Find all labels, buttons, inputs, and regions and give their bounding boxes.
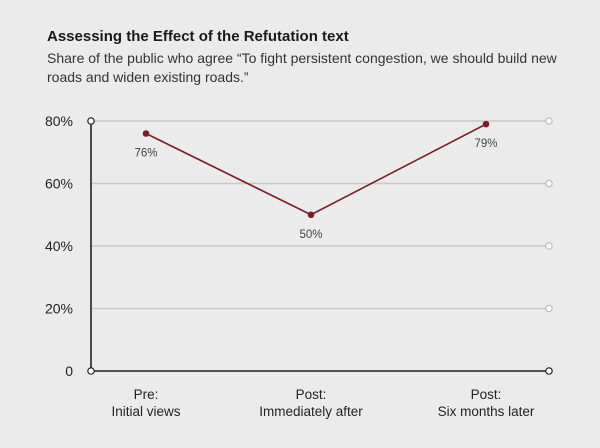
x-tick-label: Initial views [111, 404, 180, 419]
right-axis-marker [545, 304, 553, 313]
data-point [142, 130, 150, 137]
data-label: 79% [474, 138, 497, 150]
x-tick-label: Post: [471, 387, 502, 402]
line-layer [142, 120, 490, 219]
x-tick-label: Pre: [134, 387, 159, 402]
series-line [145, 123, 487, 216]
right-axis-marker [545, 179, 553, 188]
chart-title: Assessing the Effect of the Refutation t… [47, 28, 349, 45]
axis-end-marker [87, 117, 95, 125]
right-axis-marker [545, 117, 553, 125]
axis-end-marker [545, 367, 553, 375]
axis-layer [87, 117, 553, 375]
axis-origin-marker [87, 367, 95, 375]
y-tick-label: 80% [45, 113, 73, 129]
label-layer: 0 20% 40% 60% 80% Pre: Initial views Post: Immed… [45, 113, 535, 419]
data-point [482, 120, 490, 128]
y-tick-label: 20% [45, 301, 73, 317]
x-tick-label: Immediately after [259, 404, 363, 419]
y-tick-label: 40% [45, 238, 73, 254]
y-tick-label: 0 [65, 363, 73, 379]
x-tick-label: Post: [296, 387, 327, 402]
data-point [307, 211, 315, 219]
data-label: 76% [134, 148, 157, 160]
y-tick-label: 60% [45, 176, 73, 192]
chart-subtitle: Share of the public who agree “To fight … [47, 50, 557, 85]
x-tick-label: Six months later [438, 404, 535, 419]
grid-layer [91, 117, 553, 375]
right-axis-marker [545, 242, 553, 250]
data-label: 50% [299, 229, 322, 241]
